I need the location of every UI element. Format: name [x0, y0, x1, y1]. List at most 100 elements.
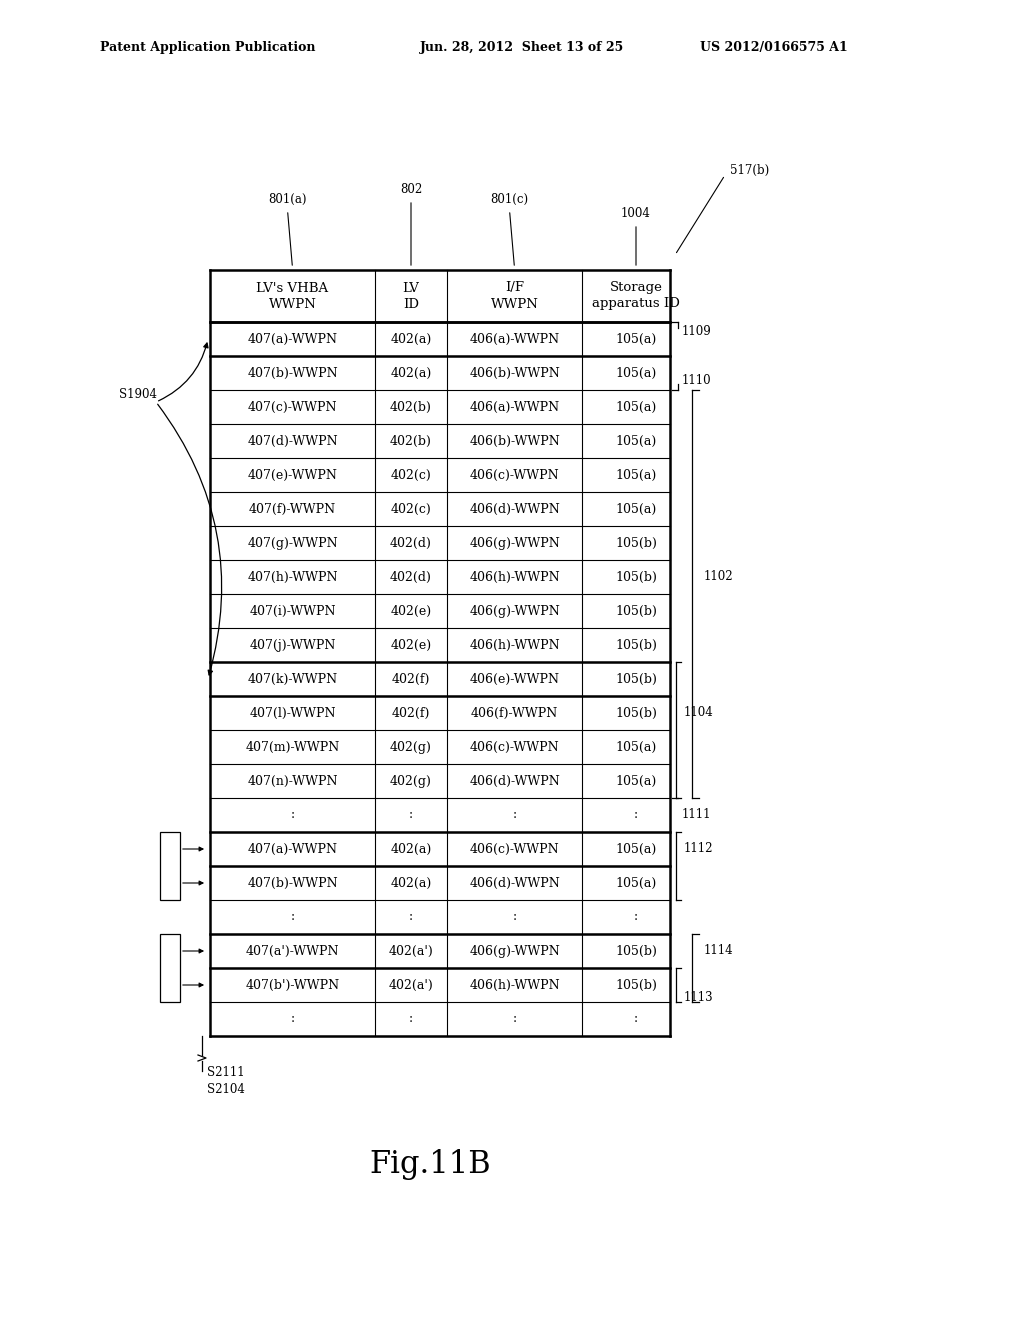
Text: 105(a): 105(a) — [615, 775, 656, 788]
Text: 407(k)-WWPN: 407(k)-WWPN — [248, 672, 338, 685]
Bar — [160, 935, 180, 1002]
Text: 105(b): 105(b) — [615, 639, 657, 652]
Text: 406(a)-WWPN: 406(a)-WWPN — [469, 333, 559, 346]
Text: 1104: 1104 — [684, 706, 714, 719]
Text: 407(b)-WWPN: 407(b)-WWPN — [247, 876, 338, 890]
Text: Patent Application Publication: Patent Application Publication — [100, 41, 315, 54]
Text: 1004: 1004 — [622, 207, 651, 220]
Text: 406(d)-WWPN: 406(d)-WWPN — [469, 503, 560, 516]
Text: 407(c)-WWPN: 407(c)-WWPN — [248, 400, 337, 413]
Text: 402(a): 402(a) — [390, 333, 432, 346]
Text: :: : — [409, 808, 413, 821]
Text: 105(b): 105(b) — [615, 706, 657, 719]
Text: 402(a): 402(a) — [390, 842, 432, 855]
Text: :: : — [512, 911, 516, 924]
Text: 105(a): 105(a) — [615, 434, 656, 447]
Text: 402(c): 402(c) — [390, 469, 431, 482]
Text: Fig.11B: Fig.11B — [370, 1150, 490, 1180]
Text: 407(d)-WWPN: 407(d)-WWPN — [247, 434, 338, 447]
Text: S1904: S1904 — [119, 388, 157, 401]
Text: 407(b)-WWPN: 407(b)-WWPN — [247, 367, 338, 380]
Text: 402(b): 402(b) — [390, 400, 432, 413]
Text: 105(a): 105(a) — [615, 876, 656, 890]
Text: US 2012/0166575 A1: US 2012/0166575 A1 — [700, 41, 848, 54]
Text: 406(d)-WWPN: 406(d)-WWPN — [469, 876, 560, 890]
Text: :: : — [409, 911, 413, 924]
Text: :: : — [409, 1012, 413, 1026]
Text: 402(d): 402(d) — [390, 536, 432, 549]
Text: 1110: 1110 — [682, 374, 712, 387]
Text: 406(b)-WWPN: 406(b)-WWPN — [469, 434, 560, 447]
Text: 1114: 1114 — [705, 945, 733, 957]
Text: 406(h)-WWPN: 406(h)-WWPN — [469, 570, 560, 583]
Text: 105(b): 105(b) — [615, 570, 657, 583]
Text: S2104: S2104 — [207, 1082, 245, 1096]
Text: 105(b): 105(b) — [615, 672, 657, 685]
Text: 402(a'): 402(a') — [389, 945, 433, 957]
Text: :: : — [291, 1012, 295, 1026]
Text: 406(g)-WWPN: 406(g)-WWPN — [469, 536, 560, 549]
Text: 407(a')-WWPN: 407(a')-WWPN — [246, 945, 339, 957]
Text: 105(a): 105(a) — [615, 400, 656, 413]
Text: 407(h)-WWPN: 407(h)-WWPN — [247, 570, 338, 583]
Text: 406(c)-WWPN: 406(c)-WWPN — [470, 842, 559, 855]
Text: 406(h)-WWPN: 406(h)-WWPN — [469, 639, 560, 652]
Text: 407(g)-WWPN: 407(g)-WWPN — [247, 536, 338, 549]
Text: 105(b): 105(b) — [615, 978, 657, 991]
Text: :: : — [634, 911, 638, 924]
Text: 406(e)-WWPN: 406(e)-WWPN — [469, 672, 559, 685]
Text: 406(c)-WWPN: 406(c)-WWPN — [470, 469, 559, 482]
Text: 1112: 1112 — [684, 842, 714, 855]
Text: 402(f): 402(f) — [392, 672, 430, 685]
Text: :: : — [291, 808, 295, 821]
Text: 407(m)-WWPN: 407(m)-WWPN — [246, 741, 340, 754]
Text: Storage
apparatus ID: Storage apparatus ID — [592, 281, 680, 310]
Text: 402(d): 402(d) — [390, 570, 432, 583]
Text: 407(a)-WWPN: 407(a)-WWPN — [248, 333, 338, 346]
Text: 407(l)-WWPN: 407(l)-WWPN — [249, 706, 336, 719]
Text: 402(e): 402(e) — [390, 605, 431, 618]
Text: 406(a)-WWPN: 406(a)-WWPN — [469, 400, 559, 413]
Text: 402(e): 402(e) — [390, 639, 431, 652]
Text: 105(a): 105(a) — [615, 367, 656, 380]
Text: 105(a): 105(a) — [615, 842, 656, 855]
Text: 105(b): 105(b) — [615, 945, 657, 957]
Text: 406(b)-WWPN: 406(b)-WWPN — [469, 367, 560, 380]
Text: 406(f)-WWPN: 406(f)-WWPN — [471, 706, 558, 719]
Text: 402(a'): 402(a') — [389, 978, 433, 991]
Text: 407(f)-WWPN: 407(f)-WWPN — [249, 503, 336, 516]
Text: 105(a): 105(a) — [615, 503, 656, 516]
Text: 105(b): 105(b) — [615, 536, 657, 549]
Text: 801(c): 801(c) — [490, 193, 528, 206]
Text: LV's VHBA
WWPN: LV's VHBA WWPN — [256, 281, 329, 310]
Text: 402(f): 402(f) — [392, 706, 430, 719]
Text: 517(b): 517(b) — [730, 164, 769, 177]
Text: 105(a): 105(a) — [615, 333, 656, 346]
Text: :: : — [291, 911, 295, 924]
Text: 407(a)-WWPN: 407(a)-WWPN — [248, 842, 338, 855]
Text: I/F
WWPN: I/F WWPN — [490, 281, 539, 310]
Text: 402(c): 402(c) — [390, 503, 431, 516]
Text: S2111: S2111 — [207, 1067, 245, 1078]
Text: 1102: 1102 — [705, 570, 733, 583]
Text: 105(a): 105(a) — [615, 741, 656, 754]
Text: :: : — [512, 808, 516, 821]
Text: 402(g): 402(g) — [390, 741, 432, 754]
Text: :: : — [634, 1012, 638, 1026]
Text: 407(j)-WWPN: 407(j)-WWPN — [249, 639, 336, 652]
Bar — [160, 832, 180, 900]
Text: 407(n)-WWPN: 407(n)-WWPN — [247, 775, 338, 788]
Text: 407(i)-WWPN: 407(i)-WWPN — [249, 605, 336, 618]
Text: 105(a): 105(a) — [615, 469, 656, 482]
Text: 105(b): 105(b) — [615, 605, 657, 618]
Text: 407(b')-WWPN: 407(b')-WWPN — [246, 978, 340, 991]
Text: :: : — [512, 1012, 516, 1026]
Text: 406(g)-WWPN: 406(g)-WWPN — [469, 605, 560, 618]
Text: Jun. 28, 2012  Sheet 13 of 25: Jun. 28, 2012 Sheet 13 of 25 — [420, 41, 625, 54]
Text: 1111: 1111 — [682, 808, 712, 821]
Text: 402(a): 402(a) — [390, 367, 432, 380]
Text: 1113: 1113 — [684, 991, 714, 1005]
Text: 402(g): 402(g) — [390, 775, 432, 788]
Text: 406(c)-WWPN: 406(c)-WWPN — [470, 741, 559, 754]
Text: 1109: 1109 — [682, 325, 712, 338]
